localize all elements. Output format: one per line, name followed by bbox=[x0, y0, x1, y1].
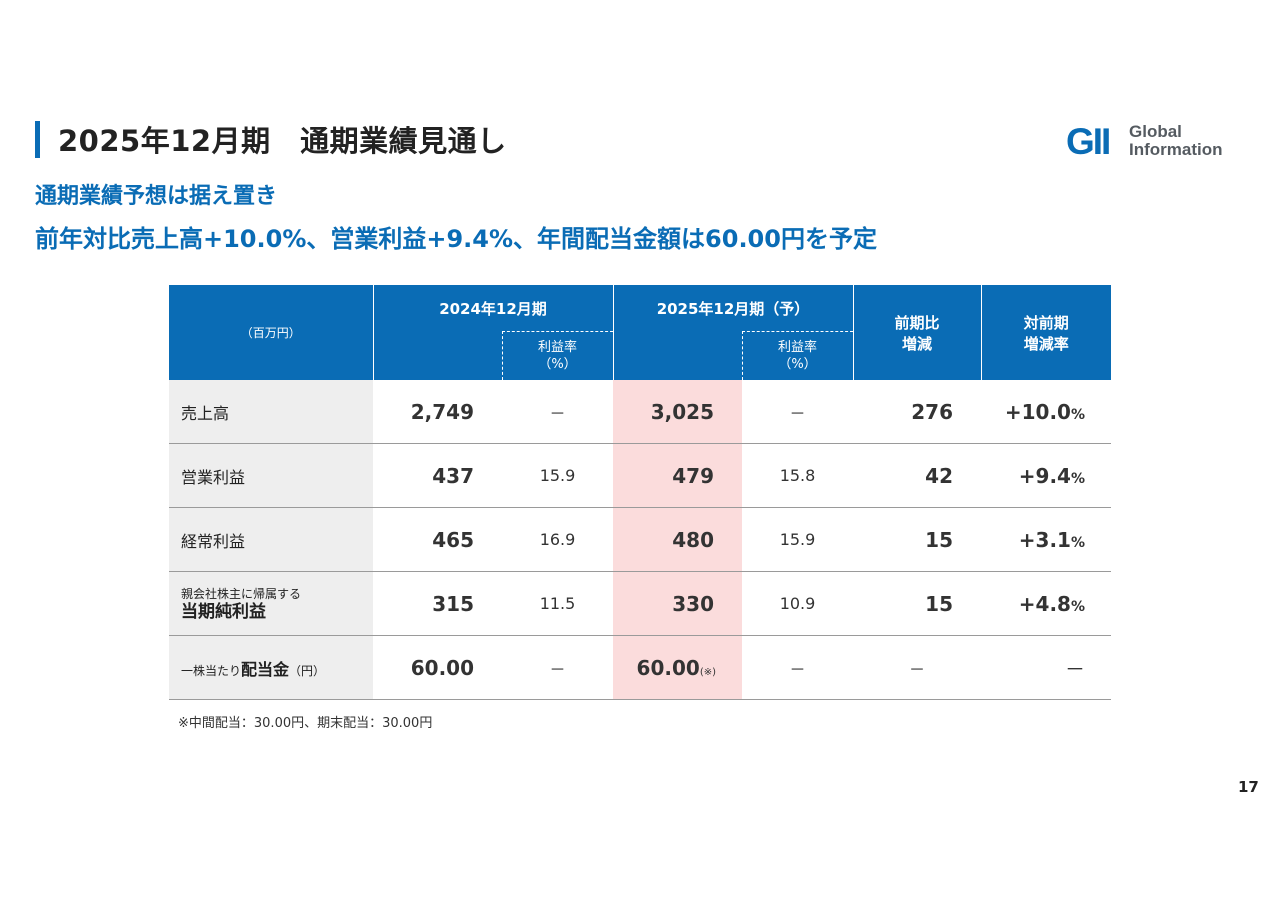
fy2025-value: 60.00(※) bbox=[613, 635, 742, 700]
yoy-rate: +10.0% bbox=[981, 380, 1111, 444]
logo-mark: GII bbox=[1066, 121, 1111, 162]
row-label-main: 当期純利益 bbox=[181, 601, 266, 622]
fy2025-rate: 15.8 bbox=[742, 443, 853, 508]
yoy-diff: 15 bbox=[853, 507, 981, 572]
fy2024-rate: 15.9 bbox=[502, 443, 613, 508]
fy2024-rate: － bbox=[502, 380, 613, 444]
subtitle-line-1: 通期業績予想は据え置き bbox=[35, 184, 278, 209]
yoy-diff: 42 bbox=[853, 443, 981, 508]
yoy-rate: +9.4% bbox=[981, 443, 1111, 508]
yoy-rate-value: +4.8 bbox=[1018, 591, 1071, 616]
fy2025-note-mark: (※) bbox=[699, 666, 716, 678]
row-label-suffix: （円） bbox=[289, 663, 326, 678]
table-row: 一株当たり配当金（円） 60.00 － 60.00(※) － － － bbox=[169, 635, 1111, 700]
row-label: 売上高 bbox=[169, 380, 373, 444]
fy2025-rate: 10.9 bbox=[742, 571, 853, 636]
header-yoy-rate-line-2: 増減率 bbox=[1023, 334, 1069, 353]
row-label: 営業利益 bbox=[169, 443, 373, 508]
fy2024-value: 2,749 bbox=[373, 380, 502, 444]
yoy-rate-value: +10.0 bbox=[1004, 399, 1071, 424]
rate-unit: （%） bbox=[538, 357, 577, 372]
row-label: 親会社株主に帰属する 当期純利益 bbox=[169, 571, 373, 636]
footnote: ※中間配当：30.00円、期末配当：30.00円 bbox=[178, 716, 433, 731]
table-row: 経常利益 465 16.9 480 15.9 15 +3.1% bbox=[169, 507, 1111, 572]
header-fy2025-rate: 利益率 （%） bbox=[741, 331, 853, 380]
fy2024-value: 60.00 bbox=[373, 635, 502, 700]
yoy-rate-unit: % bbox=[1070, 470, 1085, 487]
fy2025-rate: 15.9 bbox=[742, 507, 853, 572]
row-label-prefix: 一株当たり bbox=[181, 663, 242, 678]
header-fy2025: 2025年12月期（予） bbox=[612, 285, 853, 332]
fy2025-value: 479 bbox=[613, 443, 742, 508]
header-fy2025-value bbox=[612, 331, 742, 380]
company-logo: GII Global Information bbox=[1066, 120, 1246, 164]
yoy-diff: 15 bbox=[853, 571, 981, 636]
yoy-diff: 276 bbox=[853, 380, 981, 444]
row-label-prefix: 親会社株主に帰属する bbox=[181, 586, 302, 601]
fy2024-rate: － bbox=[502, 635, 613, 700]
header-fy2024-value bbox=[372, 331, 502, 380]
fy2024-rate: 16.9 bbox=[502, 507, 613, 572]
rate-label: 利益率 bbox=[537, 340, 577, 355]
row-label: 経常利益 bbox=[169, 507, 373, 572]
fy2024-value: 315 bbox=[373, 571, 502, 636]
fy2025-rate: － bbox=[742, 380, 853, 444]
yoy-rate-unit: % bbox=[1070, 598, 1085, 615]
header-yoy-rate: 対前期 増減率 bbox=[980, 285, 1111, 380]
rate-label: 利益率 bbox=[777, 340, 817, 355]
logo-line-2: Information bbox=[1129, 140, 1223, 159]
page-title: 2025年12月期 通期業績見通し bbox=[58, 124, 507, 158]
yoy-rate-value: +3.1 bbox=[1018, 527, 1071, 552]
fy2025-value-number: 60.00 bbox=[636, 655, 700, 680]
fy2025-value: 480 bbox=[613, 507, 742, 572]
fy2025-rate: － bbox=[742, 635, 853, 700]
header-yoy-rate-line-1: 対前期 bbox=[1023, 313, 1069, 332]
yoy-rate: +4.8% bbox=[981, 571, 1111, 636]
yoy-diff: － bbox=[853, 635, 981, 700]
row-label-main: 配当金 bbox=[241, 659, 290, 679]
fy2024-rate: 11.5 bbox=[502, 571, 613, 636]
forecast-table: （百万円） 2024年12月期 2025年12月期（予） 前期比 増減 対前期 … bbox=[169, 285, 1111, 700]
row-label: 一株当たり配当金（円） bbox=[169, 635, 373, 700]
table-row: 親会社株主に帰属する 当期純利益 315 11.5 330 10.9 15 +4… bbox=[169, 571, 1111, 636]
title-accent-bar bbox=[35, 121, 40, 158]
logo-text: Global Information bbox=[1129, 123, 1223, 159]
yoy-rate-value: +9.4 bbox=[1018, 463, 1071, 488]
yoy-rate: － bbox=[981, 635, 1111, 700]
fy2024-value: 437 bbox=[373, 443, 502, 508]
page-number: 17 bbox=[1238, 778, 1259, 796]
yoy-rate-unit: % bbox=[1070, 406, 1085, 423]
header-yoy-diff-line-1: 前期比 bbox=[894, 313, 940, 332]
subtitle-line-2: 前年対比売上高+10.0%、営業利益+9.4%、年間配当金額は60.00円を予定 bbox=[35, 225, 877, 253]
logo-line-1: Global bbox=[1129, 122, 1182, 141]
header-yoy-diff-line-2: 増減 bbox=[901, 334, 932, 353]
header-fy2024: 2024年12月期 bbox=[372, 285, 613, 332]
fy2025-value: 3,025 bbox=[613, 380, 742, 444]
header-yoy-diff: 前期比 増減 bbox=[852, 285, 981, 380]
table-row: 営業利益 437 15.9 479 15.8 42 +9.4% bbox=[169, 443, 1111, 508]
yoy-rate-unit: % bbox=[1070, 534, 1085, 551]
rate-unit: （%） bbox=[778, 357, 817, 372]
fy2024-value: 465 bbox=[373, 507, 502, 572]
header-fy2024-rate: 利益率 （%） bbox=[501, 331, 613, 380]
fy2025-value: 330 bbox=[613, 571, 742, 636]
table-row: 売上高 2,749 － 3,025 － 276 +10.0% bbox=[169, 380, 1111, 444]
unit-label: （百万円） bbox=[169, 285, 373, 380]
yoy-rate: +3.1% bbox=[981, 507, 1111, 572]
